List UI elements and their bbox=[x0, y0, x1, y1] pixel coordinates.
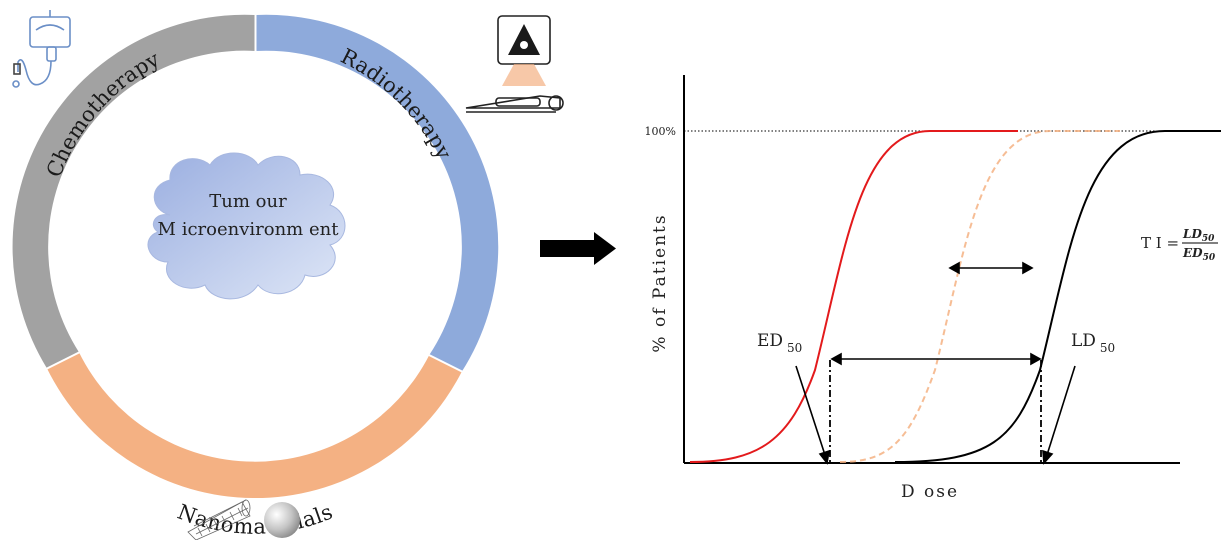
tumour-cloud bbox=[147, 152, 346, 300]
svg-text:T I =: T I = bbox=[1141, 234, 1179, 252]
radiation-machine-icon bbox=[497, 15, 551, 86]
mid-curve bbox=[839, 130, 1120, 463]
nanosphere-icon bbox=[264, 502, 300, 538]
ld-curve bbox=[894, 130, 1221, 463]
ld50-pointer bbox=[1042, 365, 1076, 465]
radiotherapy-segment bbox=[255, 14, 499, 372]
svg-text:LD50: LD50 bbox=[1182, 227, 1215, 244]
tumour-label-line2: M icroenvironm ent bbox=[158, 219, 340, 240]
iv-drip-icon bbox=[12, 10, 71, 88]
ed50-pointer bbox=[795, 365, 831, 465]
ld50-label: LD 50 bbox=[1071, 331, 1115, 355]
nanotube-icon bbox=[187, 499, 251, 540]
therapeutic-index-arrow bbox=[948, 261, 1034, 275]
nanomaterials-segment bbox=[46, 352, 462, 499]
ed50-label: ED 50 bbox=[757, 331, 802, 355]
tumour-label-line1: Tum our bbox=[209, 191, 287, 212]
patient-bed-icon bbox=[465, 95, 564, 113]
x-axis-label: D ose bbox=[901, 482, 959, 502]
right-arrow-icon bbox=[540, 232, 616, 265]
svg-text:ED50: ED50 bbox=[1182, 246, 1216, 263]
ed-curve bbox=[689, 130, 1018, 463]
dose-response-chart: 100% ED 50 bbox=[645, 75, 1221, 502]
y-tick-100: 100% bbox=[645, 125, 676, 138]
ed-ld-gap-arrow bbox=[830, 352, 1042, 366]
chemotherapy-segment bbox=[12, 14, 256, 369]
therapeutic-index-formula: T I = LD50 ED50 bbox=[1141, 227, 1218, 263]
y-axis-label: % of Patients bbox=[650, 213, 670, 352]
treatment-ring bbox=[12, 13, 499, 499]
